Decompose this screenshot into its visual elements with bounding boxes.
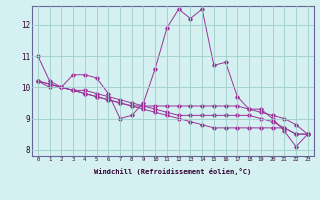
X-axis label: Windchill (Refroidissement éolien,°C): Windchill (Refroidissement éolien,°C)	[94, 168, 252, 175]
